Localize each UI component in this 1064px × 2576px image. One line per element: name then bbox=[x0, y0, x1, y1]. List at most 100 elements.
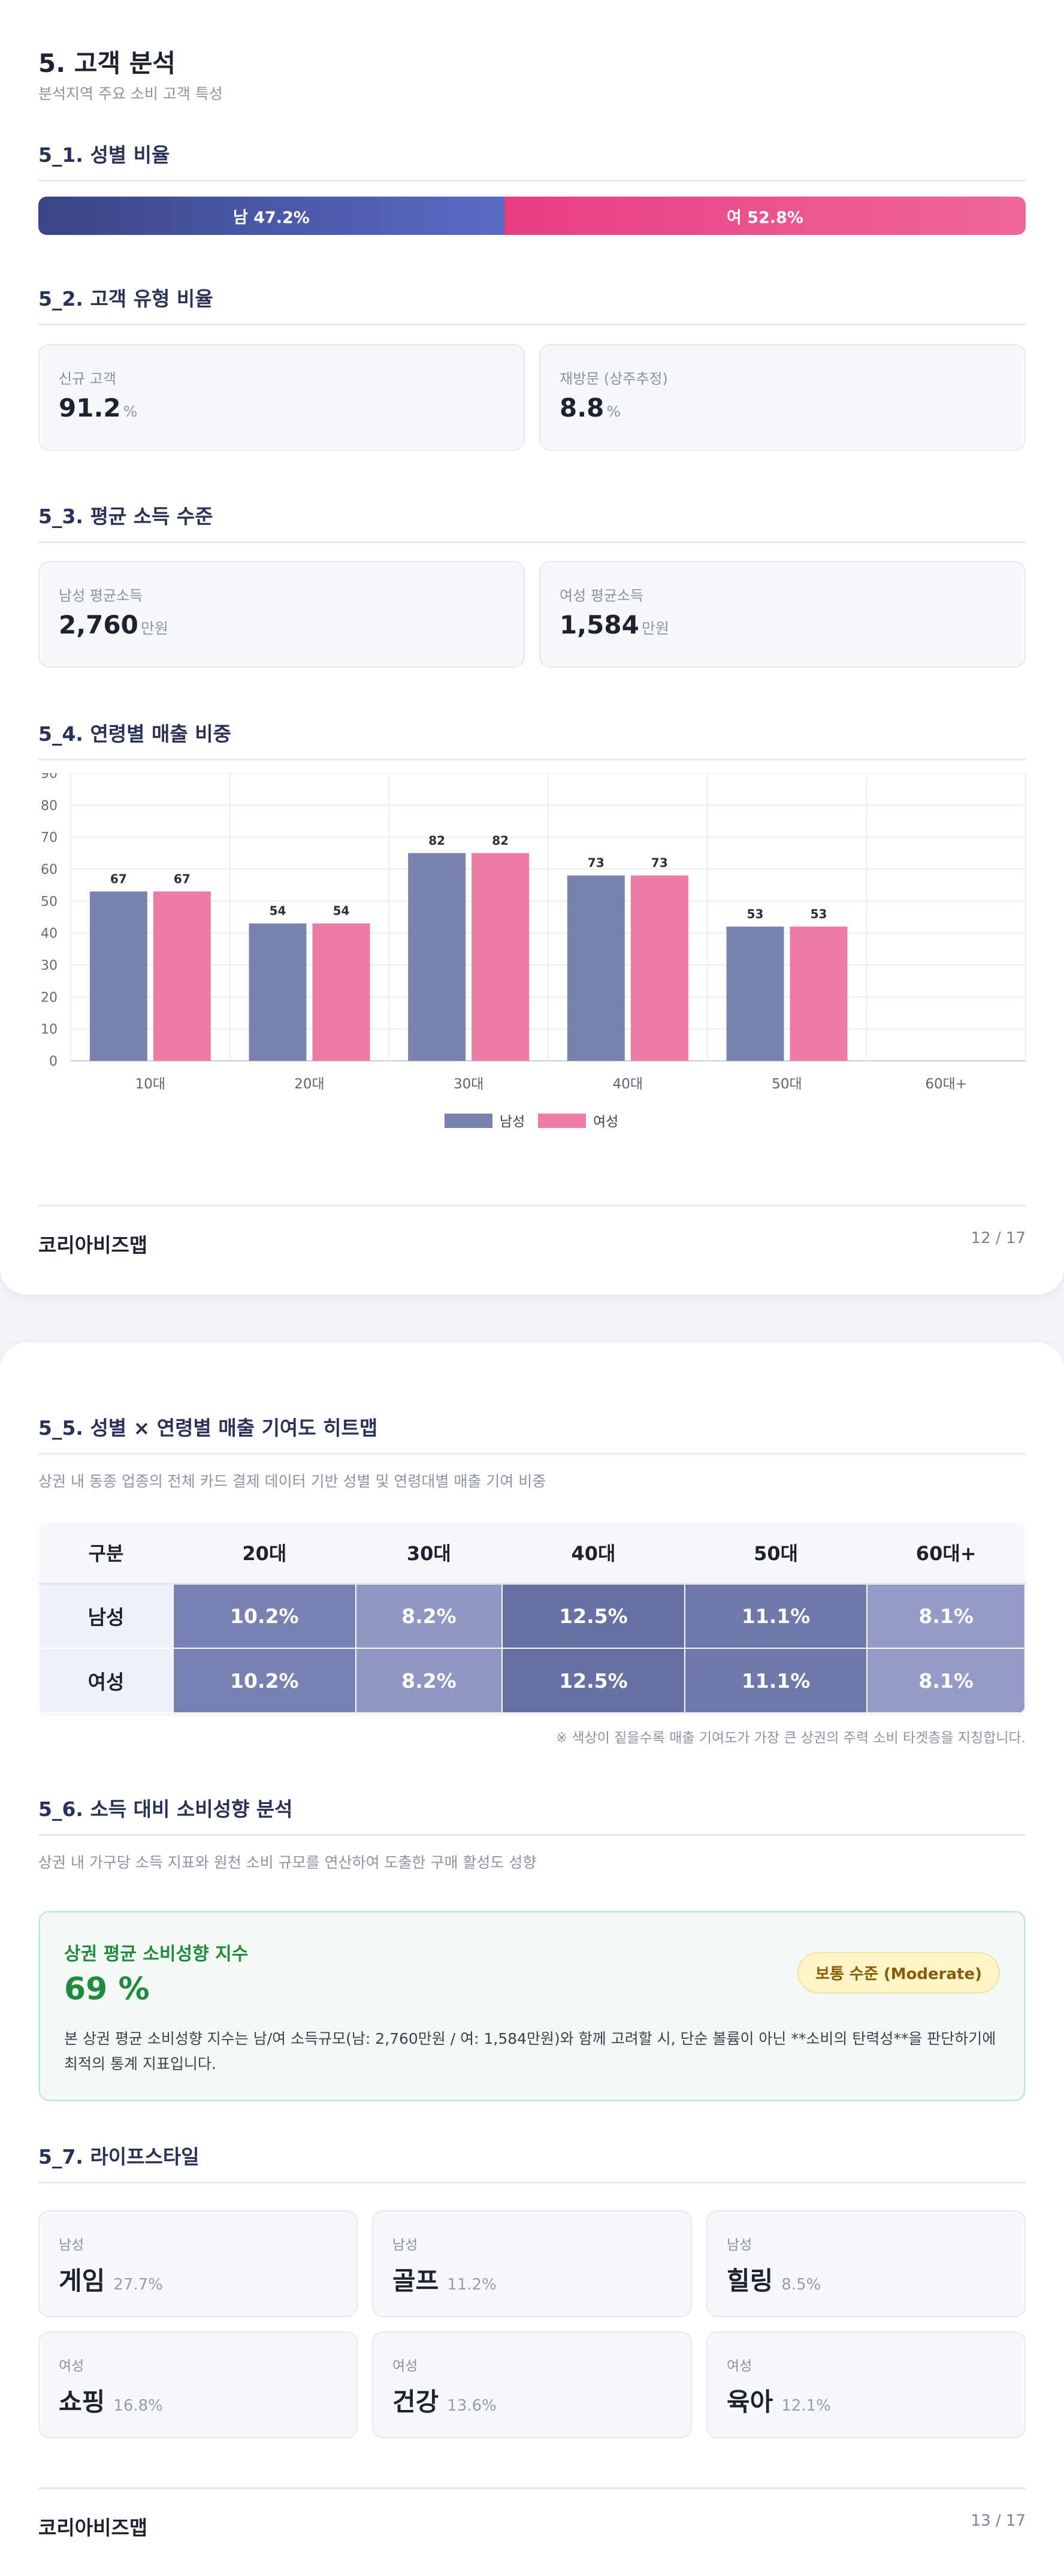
heatmap-row-male: 남성 10.2% 8.2% 12.5% 11.1% 8.1% bbox=[38, 1583, 1026, 1649]
bar-data-label: 54 bbox=[333, 904, 350, 918]
y-tick-label: 70 bbox=[41, 831, 58, 846]
gender-ratio-bar: 남 47.2% 여 52.8% bbox=[38, 197, 1026, 235]
lifestyle-gender-tag: 남성 bbox=[392, 2237, 418, 2253]
age-sales-bar-chart: 0 10 20 30 40 50 60 70 80 90 67 67 10대 54 54 20대 82 82 30대… bbox=[41, 773, 1026, 1130]
bar-data-label: 73 bbox=[588, 856, 604, 870]
lifestyle-name: 쇼핑 16.8% bbox=[59, 2387, 163, 2417]
bar-female bbox=[153, 891, 211, 1061]
heatmap-row-label: 여성 bbox=[38, 1648, 174, 1714]
customer-type-heading: 5_2. 고객 유형 비율 bbox=[38, 283, 1026, 325]
propensity-insight-card: 상권 평균 소비성향 지수 69 % 보통 수준 (Moderate) 본 상권… bbox=[38, 1911, 1026, 2101]
lifestyle-card-shopping: 여성 쇼핑 16.8% bbox=[38, 2331, 358, 2438]
age-sales-heading: 5_4. 연령별 매출 비중 bbox=[38, 718, 1026, 761]
lifestyle-gender-tag: 남성 bbox=[727, 2237, 752, 2253]
propensity-description: 상권 내 가구당 소득 지표와 원천 소비 규모를 연산하여 도출한 구매 활성… bbox=[38, 1854, 537, 1871]
lifestyle-gender-tag: 여성 bbox=[727, 2358, 752, 2374]
gender-ratio-heading: 5_1. 성별 비율 bbox=[38, 139, 1026, 182]
male-income-label: 남성 평균소득 bbox=[59, 587, 143, 604]
y-tick-label: 20 bbox=[41, 990, 58, 1005]
bar-data-label: 67 bbox=[174, 871, 191, 886]
female-income-value: 1,584 만원 bbox=[560, 610, 669, 640]
footer-brand: 코리아비즈맵 bbox=[38, 1233, 148, 1257]
propensity-level-badge: 보통 수준 (Moderate) bbox=[797, 1952, 1000, 1993]
bar-male bbox=[249, 923, 307, 1061]
bar-male bbox=[89, 891, 147, 1061]
bar-female bbox=[790, 927, 848, 1061]
page-footer: 코리아비즈맵 12 / 17 bbox=[38, 1205, 1026, 1258]
propensity-card-title: 상권 평균 소비성향 지수 bbox=[64, 1944, 249, 1965]
lifestyle-card-golf: 남성 골프 11.2% bbox=[372, 2210, 692, 2317]
heatmap-cell: 8.1% bbox=[866, 1648, 1026, 1714]
heatmap-row-label: 남성 bbox=[38, 1583, 174, 1649]
heatmap-cell: 11.1% bbox=[684, 1648, 868, 1714]
lifestyle-gender-tag: 여성 bbox=[392, 2358, 418, 2374]
heatmap-note: ※ 색상이 짙을수록 매출 기여도가 가장 큰 상권의 주력 소비 타겟층을 지… bbox=[555, 1730, 1026, 1746]
heatmap-col-30s: 30대 bbox=[355, 1522, 503, 1585]
x-tick-label: 10대 bbox=[135, 1076, 165, 1092]
section-subtitle: 분석지역 주요 소비 고객 특성 bbox=[38, 85, 223, 102]
bar-data-label: 82 bbox=[492, 833, 509, 847]
female-ratio-label: 여 52.8% bbox=[726, 208, 803, 227]
section-title: 5. 고객 분석 bbox=[38, 49, 176, 78]
heatmap-cell: 12.5% bbox=[501, 1583, 685, 1649]
bar-data-label: 54 bbox=[270, 904, 286, 918]
lifestyle-heading: 5_7. 라이프스타일 bbox=[38, 2141, 1026, 2183]
bar-male bbox=[726, 927, 784, 1061]
new-customer-label: 신규 고객 bbox=[59, 370, 116, 387]
lifestyle-name: 힐링 8.5% bbox=[727, 2266, 821, 2296]
x-tick-label: 40대 bbox=[613, 1076, 643, 1092]
y-tick-label: 10 bbox=[41, 1022, 58, 1037]
lifestyle-gender-tag: 남성 bbox=[59, 2237, 84, 2253]
page-footer: 코리아비즈맵 13 / 17 bbox=[38, 2487, 1026, 2541]
male-income-card: 남성 평균소득 2,760 만원 bbox=[38, 561, 525, 668]
heatmap-cell: 10.2% bbox=[173, 1583, 356, 1649]
lifestyle-card-healing: 남성 힐링 8.5% bbox=[706, 2210, 1026, 2317]
y-tick-label: 40 bbox=[41, 927, 58, 942]
bar-data-label: 73 bbox=[651, 856, 668, 870]
page-number: 13 / 17 bbox=[971, 2512, 1026, 2530]
heatmap-col-40s: 40대 bbox=[502, 1522, 685, 1585]
male-ratio-label: 남 47.2% bbox=[232, 208, 310, 227]
female-ratio-segment: 여 52.8% bbox=[504, 197, 1026, 235]
bar-data-label: 67 bbox=[110, 871, 127, 886]
heatmap-col-20s: 20대 bbox=[173, 1522, 356, 1585]
propensity-heading: 5_6. 소득 대비 소비성향 분석 bbox=[38, 1793, 1026, 1836]
y-tick-label: 90 bbox=[41, 773, 58, 782]
y-tick-label: 30 bbox=[41, 958, 58, 973]
bar-female bbox=[630, 875, 688, 1061]
bar-female bbox=[471, 853, 530, 1061]
x-tick-label: 30대 bbox=[454, 1076, 483, 1092]
heatmap-description: 상권 내 동종 업종의 전체 카드 결제 데이터 기반 성별 및 연령대별 매출… bbox=[38, 1473, 546, 1490]
lifestyle-card-game: 남성 게임 27.7% bbox=[38, 2210, 358, 2317]
revisit-customer-card: 재방문 (상주추정) 8.8% bbox=[539, 344, 1026, 451]
footer-brand: 코리아비즈맵 bbox=[38, 2516, 148, 2539]
x-tick-label: 20대 bbox=[294, 1076, 324, 1092]
lifestyle-card-parenting: 여성 육아 12.1% bbox=[706, 2331, 1026, 2438]
page-number: 12 / 17 bbox=[971, 1229, 1026, 1247]
bar-female bbox=[312, 923, 370, 1061]
heatmap-cell: 8.2% bbox=[355, 1648, 503, 1714]
new-customer-value: 91.2% bbox=[59, 393, 138, 423]
x-tick-label: 50대 bbox=[772, 1076, 802, 1092]
lifestyle-card-health: 여성 건강 13.6% bbox=[372, 2331, 692, 2438]
heatmap-heading: 5_5. 성별 × 연령별 매출 기여도 히트맵 bbox=[38, 1412, 1026, 1455]
heatmap-cell: 10.2% bbox=[173, 1648, 356, 1714]
legend-swatch-male bbox=[445, 1114, 492, 1128]
income-heading: 5_3. 평균 소득 수준 bbox=[38, 500, 1026, 543]
heatmap-corner: 구분 bbox=[39, 1522, 173, 1585]
y-tick-label: 50 bbox=[41, 894, 58, 909]
propensity-explanation: 본 상권 평균 소비성향 지수는 남/여 소득규모(남: 2,760만원 / 여… bbox=[64, 2030, 996, 2073]
lifestyle-name: 건강 13.6% bbox=[392, 2387, 497, 2417]
gender-age-heatmap: 구분 20대 30대 40대 50대 60대+ 남성 10.2% 8.2% 12… bbox=[38, 1522, 1026, 1714]
bar-data-label: 82 bbox=[428, 833, 445, 847]
bar-male bbox=[567, 875, 625, 1061]
heatmap-row-female: 여성 10.2% 8.2% 12.5% 11.1% 8.1% bbox=[38, 1648, 1026, 1714]
revisit-customer-value: 8.8% bbox=[560, 393, 621, 423]
x-tick-label: 60대+ bbox=[925, 1076, 967, 1092]
heatmap-col-50s: 50대 bbox=[684, 1522, 867, 1585]
lifestyle-name: 게임 27.7% bbox=[59, 2266, 163, 2296]
bar-male bbox=[408, 853, 466, 1061]
propensity-value: 69 % bbox=[64, 1971, 150, 2007]
heatmap-cell: 11.1% bbox=[684, 1583, 868, 1649]
male-ratio-segment: 남 47.2% bbox=[38, 197, 504, 235]
